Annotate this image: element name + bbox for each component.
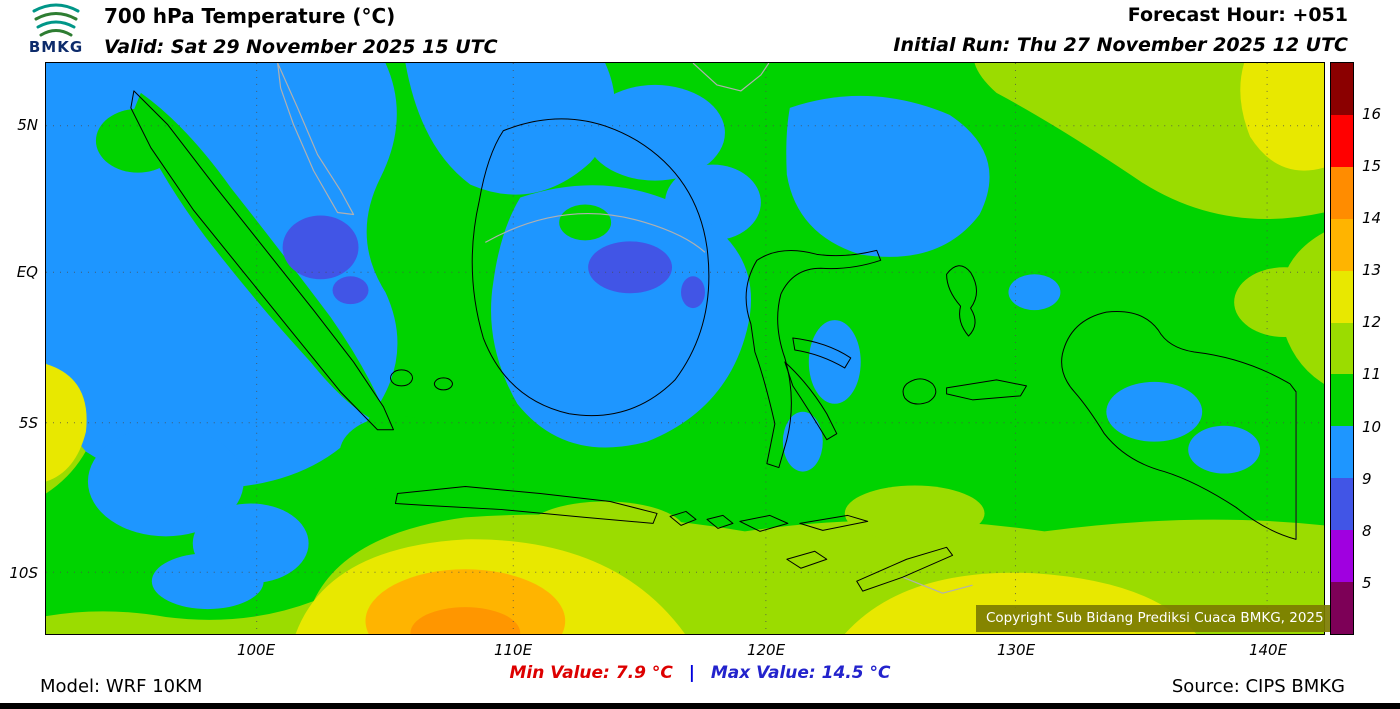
- colorbar-label: 11: [1362, 365, 1382, 383]
- model-label: Model: WRF 10KM: [40, 676, 203, 697]
- lon-tick-130e: 130E: [996, 641, 1036, 659]
- lon-tick-120e: 120E: [746, 641, 786, 659]
- colorbar-label: 16: [1362, 105, 1382, 123]
- bmkg-logo-icon: [32, 3, 80, 37]
- bmkg-logo: BMKG: [10, 2, 102, 56]
- colorbar-segment: [1331, 322, 1353, 375]
- colorbar-segment: [1331, 582, 1353, 634]
- initial-run: Initial Run: Thu 27 November 2025 12 UTC: [893, 34, 1348, 56]
- colorbar-segment: [1331, 478, 1353, 531]
- colorbar-label: 9: [1362, 470, 1372, 488]
- forecast-hour: Forecast Hour: +051: [1127, 4, 1348, 26]
- temperature-map: [45, 62, 1325, 635]
- max-value-label: Max Value:: [710, 663, 816, 683]
- max-value: 14.5 °C: [821, 663, 891, 683]
- colorbar-segment: [1331, 114, 1353, 167]
- colorbar-label: 13: [1362, 261, 1382, 279]
- copyright-notice: Copyright Sub Bidang Prediksi Cuaca BMKG…: [976, 605, 1334, 632]
- band-8-9: [282, 215, 705, 309]
- min-value: 7.9 °C: [615, 663, 673, 683]
- min-value-label: Min Value:: [509, 663, 610, 683]
- lon-tick-100e: 100E: [236, 641, 276, 659]
- colorbar-label: 5: [1362, 574, 1372, 592]
- colorbar-segment: [1331, 270, 1353, 323]
- lon-tick-110e: 110E: [493, 641, 533, 659]
- valid-time: Valid: Sat 29 November 2025 15 UTC: [104, 36, 498, 58]
- colorbar-label: 10: [1362, 418, 1382, 436]
- title-block: 700 hPa Temperature (°C) Valid: Sat 29 N…: [104, 4, 498, 58]
- source-label: Source: CIPS BMKG: [1171, 676, 1345, 697]
- minmax-separator: |: [688, 663, 695, 683]
- band-9-10: [46, 63, 1261, 610]
- warm-spot-core: [410, 607, 521, 634]
- lat-tick-5n: 5N: [17, 116, 38, 134]
- colorbar-segment: [1331, 218, 1353, 271]
- colorbar-label: 8: [1362, 522, 1372, 540]
- colorbar-segment: [1331, 426, 1353, 479]
- colorbar-segment: [1331, 530, 1353, 583]
- colorbar-segment: [1331, 374, 1353, 427]
- colorbar-segment: [1331, 63, 1353, 115]
- colorbar: [1330, 62, 1354, 635]
- colorbar-label: 12: [1362, 313, 1382, 331]
- minmax-line: Min Value: 7.9 °C | Max Value: 14.5 °C: [0, 663, 1400, 683]
- colorbar-label: 15: [1362, 157, 1382, 175]
- colorbar-label: 14: [1362, 209, 1382, 227]
- green-overlays: [95, 92, 612, 492]
- warm-spot-outer: [365, 569, 566, 634]
- page-title: 700 hPa Temperature (°C): [104, 4, 396, 28]
- colorbar-segment: [1331, 166, 1353, 219]
- temperature-map-svg: [46, 63, 1324, 634]
- bottom-border-bar: [0, 703, 1400, 709]
- lat-tick-5s: 5S: [18, 414, 38, 432]
- lon-tick-140e: 140E: [1248, 641, 1288, 659]
- run-info-block: Forecast Hour: +051 Initial Run: Thu 27 …: [893, 4, 1348, 56]
- lat-tick-10s: 10S: [9, 564, 38, 582]
- coastlines: [130, 90, 1297, 592]
- bmkg-logo-text: BMKG: [28, 38, 84, 56]
- lat-tick-eq: EQ: [16, 263, 38, 281]
